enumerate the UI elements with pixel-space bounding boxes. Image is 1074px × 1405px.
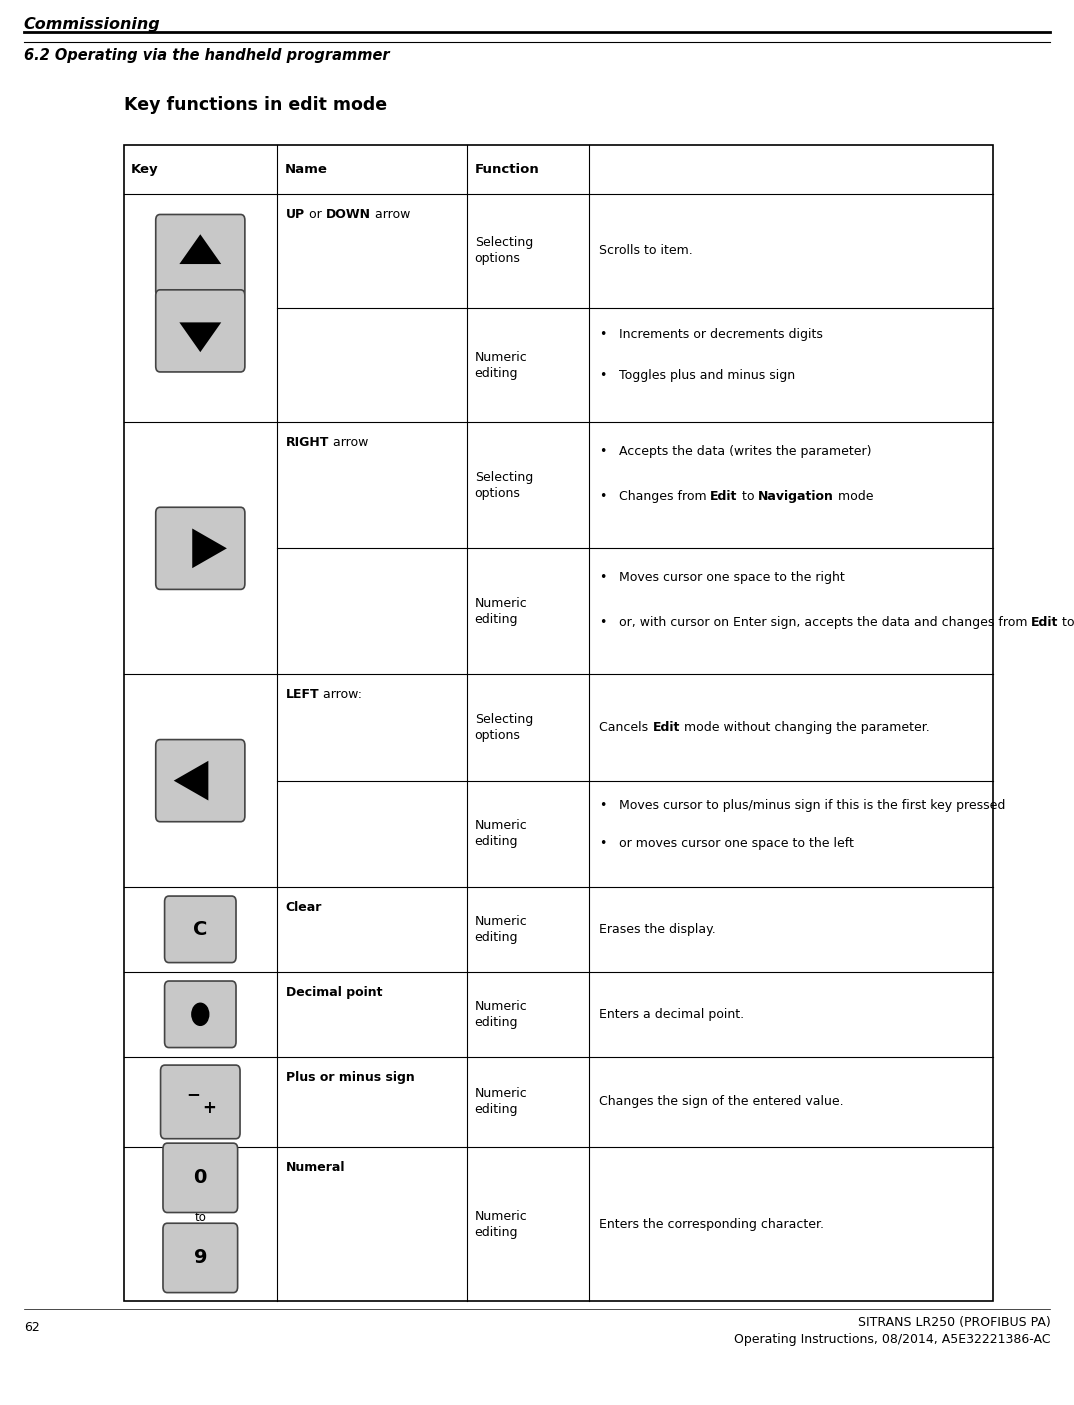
Text: Operating Instructions, 08/2014, A5E32221386-AC: Operating Instructions, 08/2014, A5E3222… bbox=[734, 1333, 1050, 1346]
Text: Cancels: Cancels bbox=[599, 721, 652, 733]
Text: Numeric
editing: Numeric editing bbox=[475, 597, 527, 625]
Text: UP: UP bbox=[286, 208, 305, 221]
Text: arrow:: arrow: bbox=[319, 688, 362, 701]
Text: −: − bbox=[186, 1085, 200, 1103]
Polygon shape bbox=[192, 528, 227, 568]
Text: DOWN: DOWN bbox=[325, 208, 371, 221]
Text: •: • bbox=[599, 837, 607, 850]
Text: Selecting
options: Selecting options bbox=[475, 236, 533, 266]
Polygon shape bbox=[174, 760, 208, 801]
Text: Erases the display.: Erases the display. bbox=[599, 923, 716, 936]
Text: Name: Name bbox=[285, 163, 328, 176]
Text: 6.2 Operating via the handheld programmer: 6.2 Operating via the handheld programme… bbox=[24, 48, 389, 63]
FancyBboxPatch shape bbox=[163, 1224, 237, 1293]
Text: •: • bbox=[599, 445, 607, 458]
Text: Clear: Clear bbox=[286, 901, 322, 913]
Text: Selecting
options: Selecting options bbox=[475, 714, 533, 742]
Text: LEFT: LEFT bbox=[286, 688, 319, 701]
FancyBboxPatch shape bbox=[161, 1065, 241, 1138]
Text: 9: 9 bbox=[193, 1249, 207, 1267]
Text: Navigation: Navigation bbox=[758, 490, 834, 503]
Text: Numeric
editing: Numeric editing bbox=[475, 1210, 527, 1239]
FancyBboxPatch shape bbox=[164, 896, 236, 962]
Text: Numeric
editing: Numeric editing bbox=[475, 1087, 527, 1117]
FancyBboxPatch shape bbox=[156, 739, 245, 822]
Text: Numeric
editing: Numeric editing bbox=[475, 1000, 527, 1028]
Text: Accepts the data (writes the parameter): Accepts the data (writes the parameter) bbox=[619, 445, 871, 458]
Text: Edit: Edit bbox=[1031, 617, 1059, 629]
Text: RIGHT: RIGHT bbox=[286, 437, 329, 450]
Circle shape bbox=[192, 1003, 208, 1026]
Polygon shape bbox=[179, 235, 221, 264]
Text: •: • bbox=[599, 570, 607, 584]
Text: 0: 0 bbox=[193, 1169, 207, 1187]
FancyBboxPatch shape bbox=[156, 289, 245, 372]
FancyBboxPatch shape bbox=[164, 981, 236, 1048]
Text: mode: mode bbox=[834, 490, 873, 503]
Text: •: • bbox=[599, 490, 607, 503]
Text: to: to bbox=[1059, 617, 1074, 629]
Text: +: + bbox=[203, 1099, 217, 1117]
Text: Numeric
editing: Numeric editing bbox=[475, 819, 527, 849]
Text: Enters a decimal point.: Enters a decimal point. bbox=[599, 1007, 744, 1021]
Text: Scrolls to item.: Scrolls to item. bbox=[599, 244, 693, 257]
Text: Toggles plus and minus sign: Toggles plus and minus sign bbox=[619, 370, 795, 382]
Text: Edit: Edit bbox=[652, 721, 680, 733]
Text: •: • bbox=[599, 617, 607, 629]
FancyBboxPatch shape bbox=[156, 507, 245, 589]
Text: or, with cursor on Enter sign, accepts the data and changes from: or, with cursor on Enter sign, accepts t… bbox=[619, 617, 1031, 629]
Text: arrow: arrow bbox=[371, 208, 410, 221]
Polygon shape bbox=[179, 322, 221, 353]
Text: SITRANS LR250 (PROFIBUS PA): SITRANS LR250 (PROFIBUS PA) bbox=[858, 1316, 1050, 1329]
Text: or moves cursor one space to the left: or moves cursor one space to the left bbox=[619, 837, 854, 850]
Text: to: to bbox=[738, 490, 758, 503]
Text: Commissioning: Commissioning bbox=[24, 17, 160, 32]
Bar bbox=[124, 145, 993, 1301]
Text: •: • bbox=[599, 799, 607, 812]
Text: Edit: Edit bbox=[710, 490, 738, 503]
Text: Changes the sign of the entered value.: Changes the sign of the entered value. bbox=[599, 1096, 844, 1109]
Text: Numeric
editing: Numeric editing bbox=[475, 915, 527, 944]
Text: Moves cursor one space to the right: Moves cursor one space to the right bbox=[619, 570, 844, 584]
Text: Decimal point: Decimal point bbox=[286, 986, 382, 999]
Text: Key: Key bbox=[131, 163, 159, 176]
Text: Plus or minus sign: Plus or minus sign bbox=[286, 1071, 415, 1083]
Text: mode without changing the parameter.: mode without changing the parameter. bbox=[680, 721, 929, 733]
FancyBboxPatch shape bbox=[156, 215, 245, 296]
Text: Changes from: Changes from bbox=[619, 490, 710, 503]
Text: Numeral: Numeral bbox=[286, 1161, 345, 1175]
Text: Enters the corresponding character.: Enters the corresponding character. bbox=[599, 1218, 824, 1231]
Text: Key functions in edit mode: Key functions in edit mode bbox=[124, 96, 387, 114]
Text: Moves cursor to plus/minus sign if this is the first key pressed: Moves cursor to plus/minus sign if this … bbox=[619, 799, 1005, 812]
Text: Selecting
options: Selecting options bbox=[475, 471, 533, 500]
Text: •: • bbox=[599, 327, 607, 341]
Text: C: C bbox=[193, 920, 207, 939]
Text: or: or bbox=[305, 208, 325, 221]
Text: Function: Function bbox=[475, 163, 539, 176]
Text: Increments or decrements digits: Increments or decrements digits bbox=[619, 327, 823, 341]
Text: 62: 62 bbox=[24, 1321, 40, 1333]
Text: to: to bbox=[194, 1211, 206, 1224]
Text: arrow: arrow bbox=[329, 437, 368, 450]
Text: Numeric
editing: Numeric editing bbox=[475, 351, 527, 379]
FancyBboxPatch shape bbox=[163, 1144, 237, 1213]
Text: •: • bbox=[599, 370, 607, 382]
